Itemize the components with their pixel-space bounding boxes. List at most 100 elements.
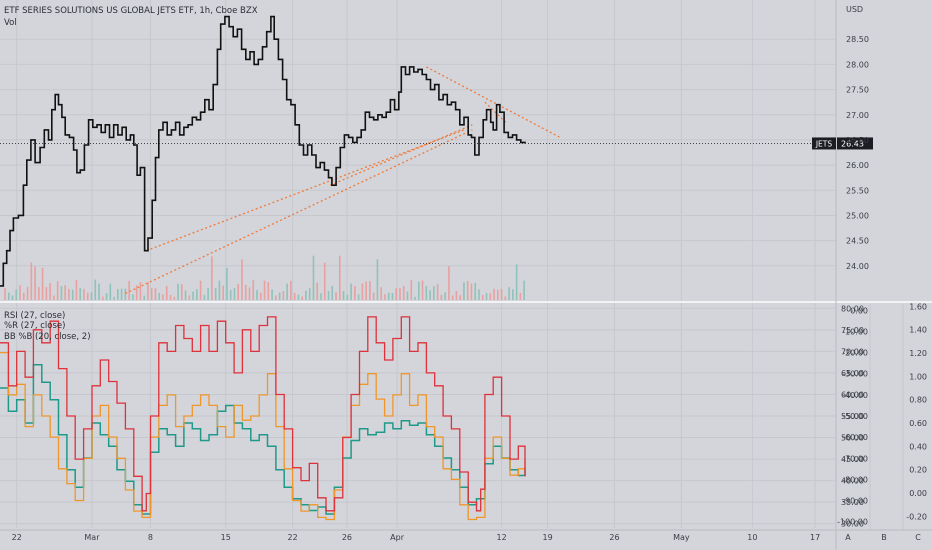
volume-bar	[207, 288, 209, 300]
rsi-tick-label: 45.00	[841, 455, 864, 464]
volume-bar	[399, 288, 401, 300]
pctr-tick-label: -80.00	[842, 475, 868, 484]
rsi-tick-label: 65.00	[841, 369, 864, 378]
volume-bar	[147, 282, 149, 300]
volume-bar	[143, 295, 145, 300]
volume-bar	[180, 284, 183, 300]
x-tick-label: Apr	[390, 533, 405, 542]
x-tick-label: 10	[747, 533, 757, 542]
volume-bar	[497, 289, 499, 300]
last-price-tag	[837, 137, 873, 150]
rsi-label: RSI (27, close)	[4, 311, 65, 321]
volume-bar	[361, 283, 364, 300]
volume-bar	[451, 295, 454, 300]
rsi-tick-label: 70.00	[841, 347, 864, 356]
volume-bar	[312, 255, 315, 300]
volume-bar	[132, 294, 134, 300]
volume-bar	[56, 281, 59, 300]
bbpb-tick-label: 1.00	[909, 372, 927, 381]
volume-bar	[105, 293, 108, 300]
volume-bar	[523, 280, 525, 300]
price-tick-label: 27.50	[846, 86, 869, 95]
volume-bar	[49, 283, 51, 300]
volume-bar	[410, 279, 413, 300]
volume-bar	[293, 292, 296, 300]
volume-bar	[290, 280, 292, 300]
bbpb-tick-label: 1.40	[909, 326, 927, 335]
volume-bar	[241, 259, 243, 300]
volume-bar	[192, 291, 194, 300]
x-tick-label: Mar	[84, 533, 100, 542]
x-tick-label: 15	[221, 533, 231, 542]
volume-bar	[436, 284, 439, 300]
volume-bar	[316, 282, 319, 300]
volume-bar	[188, 295, 191, 300]
rsi-tick-label: 80.00	[841, 304, 864, 313]
volume-bar	[478, 289, 480, 300]
volume-bar	[38, 287, 40, 300]
axis-button-c[interactable]: C	[915, 533, 921, 542]
x-tick-label: 19	[542, 533, 552, 542]
volume-bar	[263, 280, 266, 300]
volume-bar	[485, 292, 488, 300]
volume-bar	[53, 295, 55, 300]
oscillator-series	[0, 316, 526, 521]
volume-bar	[165, 285, 168, 300]
rsi-tick-label: 50.00	[841, 434, 864, 443]
volume-bar	[86, 292, 89, 300]
volume-bar	[19, 285, 21, 300]
volume-bar	[376, 259, 379, 300]
axis-button-a[interactable]: A	[845, 533, 851, 542]
volume-bar	[158, 292, 161, 300]
x-tick-label: 26	[342, 533, 352, 542]
volume-bar	[425, 285, 428, 300]
volume-bar	[474, 282, 477, 300]
volume-bar	[384, 294, 386, 300]
volume-bar	[387, 292, 390, 300]
last-price-text: 26.43	[841, 139, 864, 148]
currency-label: USD	[846, 5, 863, 14]
axis-button-b[interactable]: B	[881, 533, 887, 542]
bbpb-tick-label: 0.40	[909, 442, 927, 451]
volume-bar	[233, 287, 236, 300]
williams-r-line	[0, 351, 526, 521]
volume-bar	[154, 288, 157, 300]
volume-bar	[139, 282, 142, 300]
volume-bar	[282, 291, 285, 300]
volume-bar	[346, 294, 349, 300]
price-series: JETS 26.43	[0, 15, 873, 287]
pctr-tick-label: -40.00	[842, 391, 868, 400]
volume-bar	[466, 280, 469, 300]
pctr-tick-label: 0.00	[850, 306, 868, 315]
trendline	[125, 129, 473, 295]
volume-bar	[301, 296, 303, 300]
volume-bar	[350, 283, 352, 300]
x-tick-label: 17	[810, 533, 820, 542]
volume-bar	[267, 282, 270, 300]
volume-bar	[448, 266, 450, 300]
volume-bar	[440, 294, 443, 300]
volume-bar	[271, 289, 273, 300]
volume-bar	[252, 279, 255, 300]
volume-label: Vol	[4, 18, 17, 28]
volume-bar	[256, 289, 258, 300]
volume-bar	[357, 294, 360, 300]
volume-bar	[199, 280, 202, 300]
volume-bar	[259, 292, 262, 300]
volume-bar	[354, 286, 356, 300]
volume-bar	[512, 289, 514, 300]
volume-bar	[203, 294, 206, 300]
volume-bar	[120, 288, 123, 300]
volume-bar	[459, 295, 461, 300]
volume-bar	[214, 288, 217, 300]
indicator-legend: RSI (27, close) %R (27, close) BB %B (20…	[4, 311, 91, 342]
volume-bar	[94, 279, 97, 300]
volume-bar	[308, 288, 311, 300]
volume-bar	[470, 283, 473, 300]
volume-bar	[275, 295, 277, 300]
volume-bar	[508, 287, 510, 300]
volume-bar	[500, 288, 503, 300]
